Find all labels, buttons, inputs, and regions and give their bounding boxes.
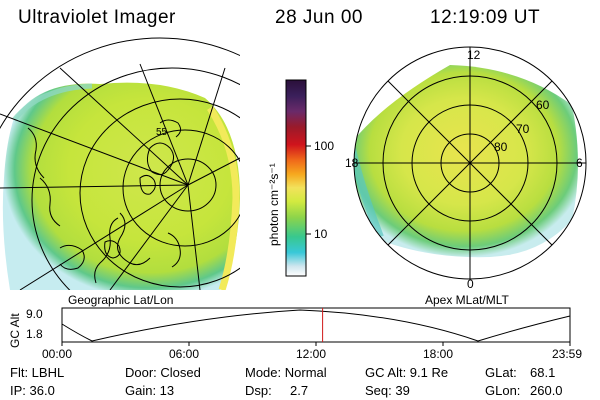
xtick-2359: 23:59	[552, 347, 582, 361]
polar-aurora	[354, 65, 578, 258]
right-map-caption: Apex MLat/MLT	[425, 293, 509, 307]
colorbar-tick-100: 100	[314, 139, 334, 153]
apex-polar-map: 12 18 6 0 60 70 80	[345, 46, 587, 291]
ip-info: IP: 36.0	[10, 383, 55, 398]
altitude-ytick-low: 1.8	[26, 327, 43, 341]
coastlines	[27, 119, 182, 284]
instrument-title: Ultraviolet Imager	[18, 7, 176, 28]
mlt-label-6: 6	[576, 156, 583, 170]
altitude-ytick-high: 9.0	[26, 307, 43, 321]
meridian-lines	[0, 63, 240, 290]
mlt-label-12: 12	[467, 48, 481, 62]
gain-info: Gain: 13	[125, 383, 175, 398]
xtick-0000: 00:00	[42, 347, 72, 361]
gc-alt-info: GC Alt: 9.1 Re	[365, 365, 449, 380]
map-number-55: 55	[156, 127, 168, 138]
colorbar-gradient	[285, 79, 307, 277]
altitude-ylabel: GC Alt	[8, 313, 22, 348]
mlt-label-18: 18	[345, 156, 359, 170]
geographic-map: 55	[0, 37, 240, 290]
limb-band	[207, 106, 240, 290]
colorbar-unit-label: photon cm⁻²s⁻¹	[267, 163, 281, 246]
mlt-label-0: 0	[467, 277, 474, 291]
dsp-label: Dsp:	[245, 383, 272, 398]
lat-label-80: 80	[494, 140, 508, 154]
mode-info: Mode: Normal	[245, 365, 327, 380]
colorbar-tick-10: 10	[314, 227, 328, 241]
xtick-1200: 12:00	[296, 347, 326, 361]
door-info: Door: Closed	[125, 365, 201, 380]
glat-value: 68.1	[530, 365, 556, 380]
lat-label-60: 60	[536, 98, 550, 112]
date-label: 28 Jun 00	[275, 7, 363, 28]
seq-info: Seq: 39	[365, 383, 410, 398]
latitude-circles	[0, 37, 240, 290]
glat-label: GLat:	[485, 365, 517, 380]
xtick-0600: 06:00	[169, 347, 199, 361]
glon-label: GLon:	[485, 383, 521, 398]
altitude-strip: GC Alt 9.0 1.8 00:00 06:00 12:00 18:00 2…	[8, 307, 582, 361]
xtick-1800: 18:00	[423, 347, 453, 361]
time-label: 12:19:09 UT	[430, 7, 541, 28]
filter-info: Flt: LBHL	[10, 365, 65, 380]
dsp-value: 2.7	[290, 383, 309, 398]
colorbar: 100 10 photon cm⁻²s⁻¹	[267, 79, 334, 277]
left-map-caption: Geographic Lat/Lon	[68, 293, 174, 307]
mlt-line-diag2	[387, 80, 553, 246]
altitude-frame	[61, 307, 571, 343]
altitude-curve	[61, 309, 571, 342]
glon-value: 260.0	[530, 383, 563, 398]
lat-label-70: 70	[516, 122, 530, 136]
